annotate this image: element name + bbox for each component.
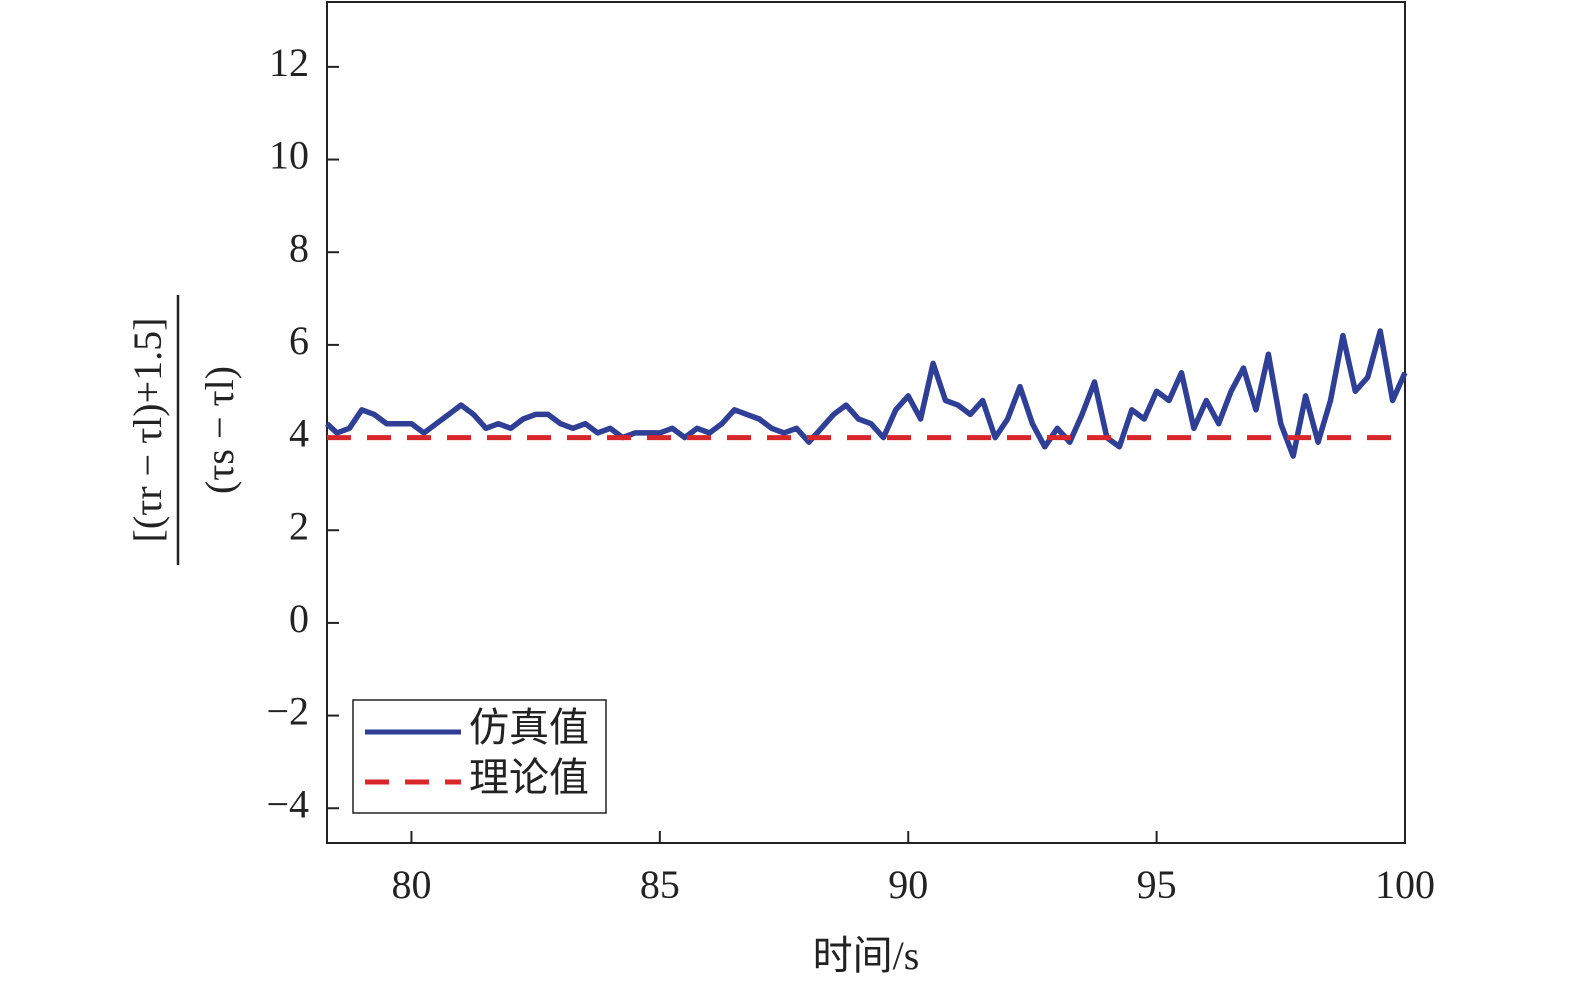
line-series (325, 328, 1408, 459)
x-tick-label: 100 (1375, 862, 1435, 907)
legend-label: 仿真值 (469, 705, 589, 750)
y-label-denominator: (τs − τl) (197, 366, 242, 494)
x-tick-label: 85 (640, 862, 680, 907)
y-label-numerator: [(τr − τl)+1.5] (125, 318, 170, 543)
y-tick-label: 4 (289, 411, 309, 456)
plot-frame (326, 1, 1406, 844)
y-tick-label: −4 (266, 781, 309, 826)
legend-label: 理论值 (469, 755, 589, 800)
legend-box (352, 699, 607, 814)
y-tick-label: 10 (269, 133, 309, 178)
y-tick-label: 0 (289, 596, 309, 641)
y-tick-label: −2 (266, 689, 309, 734)
y-tick-label: 8 (289, 225, 309, 270)
y-tick-label: 2 (289, 503, 309, 548)
y-tick-label: 12 (269, 40, 309, 85)
x-tick-label: 90 (888, 862, 928, 907)
x-tick-label: 80 (391, 862, 431, 907)
x-label: 时间/s (813, 933, 920, 978)
y-tick-label: 6 (289, 318, 309, 363)
x-tick-label: 95 (1137, 862, 1177, 907)
